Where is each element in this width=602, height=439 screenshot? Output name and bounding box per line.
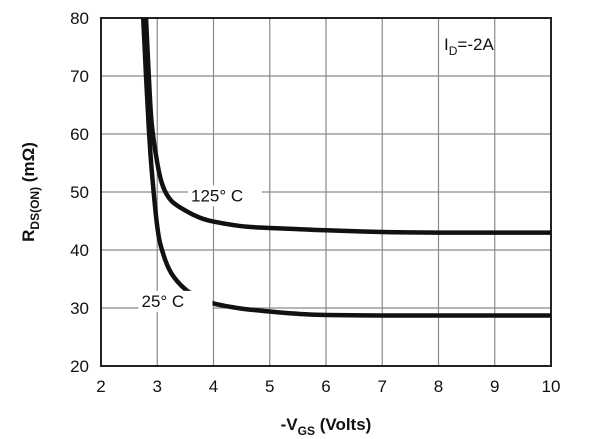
series-line-125-c: [143, 17, 551, 235]
x-tick-labels: 2 3 4 5 6 7 8 9 10: [96, 377, 560, 396]
series-line-25-c: [140, 17, 551, 318]
y-tick-labels: 20 30 40 50 60 70 80: [70, 9, 89, 376]
y-axis-title-prefix: R: [19, 230, 38, 242]
x-tick-label: 2: [96, 377, 105, 396]
series-labels: 125° C 25° C: [138, 185, 262, 312]
series-lines: [140, 17, 551, 318]
y-tick-label: 70: [70, 67, 89, 86]
x-tick-label: 6: [321, 377, 330, 396]
annotation-prefix: I: [444, 35, 449, 54]
y-tick-label: 80: [70, 9, 89, 28]
y-tick-label: 50: [70, 183, 89, 202]
series-label-backdrop: [188, 185, 262, 207]
y-tick-label: 60: [70, 125, 89, 144]
grid-lines: [101, 18, 551, 366]
x-tick-label: 3: [153, 377, 162, 396]
x-tick-label: 7: [378, 377, 387, 396]
x-tick-label: 5: [265, 377, 274, 396]
plot-frame: [100, 17, 552, 367]
y-axis-title-suffix: (mΩ): [19, 142, 38, 187]
series-label-125-c: 125° C: [191, 186, 243, 205]
x-tick-label: 10: [542, 377, 561, 396]
x-tick-label: 4: [209, 377, 218, 396]
series-label-25-c: 25° C: [142, 292, 185, 311]
annotation-subscript: D: [449, 44, 458, 58]
x-axis-title-prefix: -V: [281, 415, 299, 434]
x-tick-label: 9: [490, 377, 499, 396]
x-axis-title-suffix: (Volts): [315, 415, 371, 434]
y-axis-title-subscript: DS(ON): [28, 187, 42, 230]
y-tick-label: 20: [70, 357, 89, 376]
x-axis-title-subscript: GS: [298, 424, 315, 438]
current-annotation: ID=-2A: [444, 35, 494, 58]
x-axis-title: -VGS (Volts): [281, 415, 372, 438]
x-tick-label: 8: [434, 377, 443, 396]
y-axis-title: RDS(ON) (mΩ): [19, 142, 42, 242]
y-tick-label: 40: [70, 241, 89, 260]
series-label-backdrop: [138, 290, 213, 312]
y-tick-label: 30: [70, 299, 89, 318]
annotation-suffix: =-2A: [457, 35, 494, 54]
